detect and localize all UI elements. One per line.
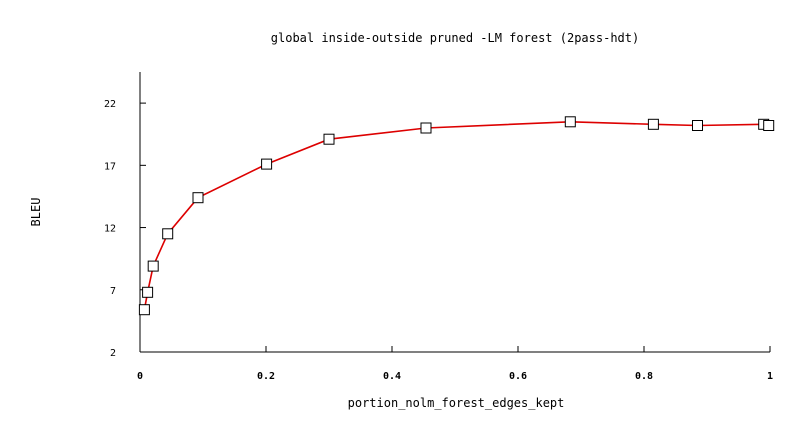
data-point-marker: [138, 304, 150, 316]
data-point-marker: [323, 133, 335, 145]
y-tick-label: 2: [110, 348, 116, 359]
series-line: [143, 120, 769, 310]
x-ticks: 0 0.2 0.4 0.6 0.8 1: [137, 346, 773, 382]
chart-title: global inside-outside pruned -LM forest …: [271, 31, 639, 45]
data-point-marker: [763, 120, 775, 131]
y-tick-label: 17: [104, 161, 116, 172]
data-point-marker: [162, 228, 174, 240]
x-tick-label: 0.4: [383, 371, 401, 382]
data-point-marker: [564, 116, 576, 128]
data-point-marker: [147, 260, 159, 272]
y-tick-label: 12: [104, 224, 116, 235]
series-layer: [138, 116, 775, 316]
y-tick-label: 22: [104, 99, 116, 110]
data-point-marker: [142, 286, 154, 298]
y-axis-label: BLEU: [29, 198, 43, 227]
x-axis-label: portion_nolm_forest_edges_kept: [348, 396, 565, 410]
data-point-marker: [647, 118, 659, 130]
x-tick-label: 0.6: [509, 371, 527, 382]
data-point-marker: [420, 122, 432, 134]
plot-frame: [139, 72, 770, 353]
data-point-marker: [261, 158, 273, 170]
x-tick-label: 0: [137, 371, 143, 382]
data-point-marker: [692, 120, 703, 131]
data-point-marker: [192, 192, 204, 204]
y-ticks: 2 7 12 17 22: [104, 99, 146, 359]
x-tick-label: 0.2: [257, 371, 275, 382]
x-tick-label: 1: [767, 371, 773, 382]
x-tick-label: 0.8: [635, 371, 653, 382]
y-tick-label: 7: [110, 286, 116, 297]
